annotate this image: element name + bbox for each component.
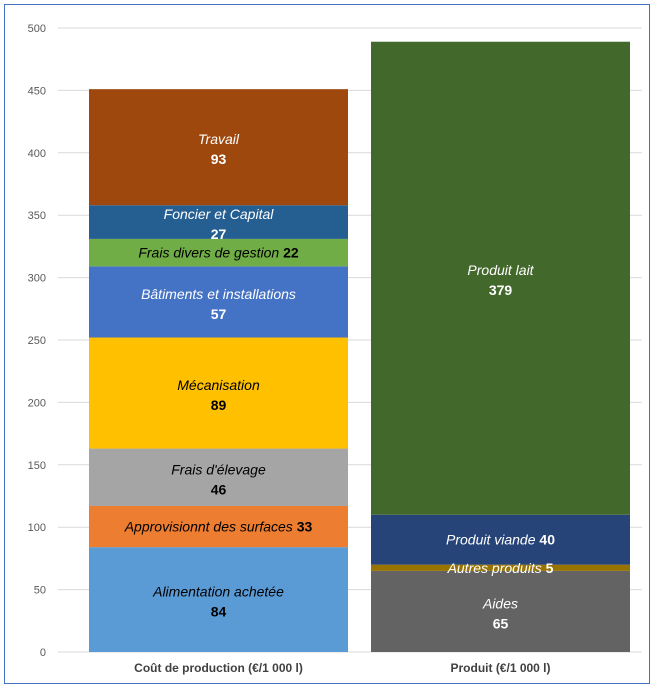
bar-segment [89,89,348,206]
segment-label: Autres produits [447,560,546,576]
segment-value: 65 [493,615,509,631]
segment-label: Mécanisation [177,377,260,393]
segment-value: 84 [211,604,227,620]
segment-value: 22 [283,245,299,261]
segment-value: 27 [211,226,227,242]
segment-value: 33 [297,519,313,535]
segment-label: Frais d'élevage [171,461,266,477]
segment-value: 5 [546,560,554,576]
y-tick-label: 100 [28,522,46,534]
y-tick-label: 300 [28,273,46,285]
segment-label: Approvisionnt des surfaces [124,519,297,535]
x-category-label: Produit (€/1 000 l) [450,661,550,675]
segment-value: 93 [211,151,227,167]
bar-segment [89,547,348,652]
bar-segment [371,570,630,652]
segment-value: 40 [539,532,555,548]
segment-label: Foncier et Capital [164,206,275,222]
y-tick-label: 150 [28,460,46,472]
bar-segment [89,266,348,338]
segment-value: 379 [489,282,513,298]
segment-label-group: Approvisionnt des surfaces 33 [124,519,313,535]
segment-value: 57 [211,306,227,322]
y-tick-label: 450 [28,85,46,97]
bar-segment [89,448,348,506]
segment-label: Produit lait [467,262,534,278]
y-tick-label: 500 [28,23,46,35]
segment-value: 46 [211,481,227,497]
bars [89,41,630,652]
bar-segment [371,514,630,565]
y-tick-label: 0 [40,647,46,659]
bar-segment [89,337,348,449]
segment-label: Alimentation achetée [152,584,284,600]
segment-label: Bâtiments et installations [141,286,296,302]
segment-label: Produit viande [446,532,539,548]
segment-label: Aides [482,595,518,611]
bar-segment [89,238,348,267]
segment-label: Frais divers de gestion [138,245,283,261]
y-tick-label: 400 [28,148,46,160]
y-axis: 0 50 100 150 200 250 300 350 400 450 500 [28,23,46,659]
x-category-label: Coût de production (€/1 000 l) [134,661,303,675]
y-tick-label: 50 [34,585,46,597]
segment-label-group: Produit viande 40 [446,532,555,548]
bar-segment [89,505,348,548]
y-tick-label: 350 [28,210,46,222]
bar-segment [371,564,630,571]
segment-label: Travail [198,131,240,147]
segment-label-group: Frais divers de gestion 22 [138,245,299,261]
segment-value: 89 [211,397,227,413]
segment-labels: Alimentation achetée 84 Approvisionnt des … [124,131,555,631]
y-tick-label: 250 [28,335,46,347]
y-tick-label: 200 [28,397,46,409]
segment-label-group: Autres produits 5 [447,560,554,576]
x-axis: Coût de production (€/1 000 l) Produit (€… [134,661,550,675]
bar-segment [89,205,348,239]
bar-segment [371,41,630,515]
